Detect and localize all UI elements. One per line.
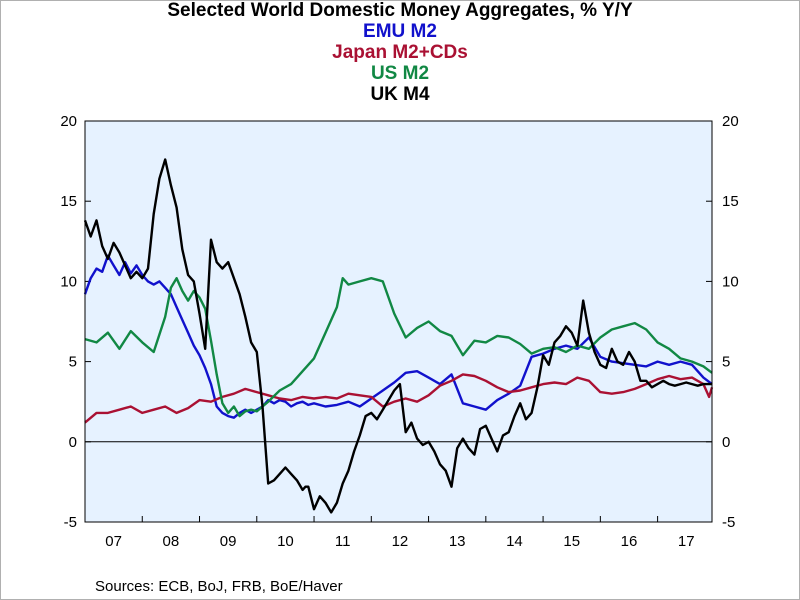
series-line-emu-m2 xyxy=(83,254,713,419)
plot-border xyxy=(84,120,713,523)
x-tick-label: 12 xyxy=(392,533,409,550)
x-tick-label: 07 xyxy=(105,533,122,550)
legend-entry-emu-m2: EMU M2 xyxy=(363,21,437,42)
sources-note: Sources: ECB, BoJ, FRB, BoE/Haver xyxy=(95,578,343,595)
y-tick-label-right: 15 xyxy=(722,193,739,210)
legend-entry-us-m2: US M2 xyxy=(370,63,430,84)
x-tick-label: 08 xyxy=(163,533,180,550)
x-tick-label: 15 xyxy=(563,533,580,550)
x-tick-label: 14 xyxy=(506,533,523,550)
legend-entry-uk-m4: UK M4 xyxy=(370,84,430,105)
chart-title: Selected World Domestic Money Aggregates… xyxy=(167,0,633,21)
series-line-uk-m4 xyxy=(83,158,712,514)
y-tick-label-right: 20 xyxy=(722,113,739,130)
y-tick-label-right: 5 xyxy=(722,354,730,371)
y-tick-label-left: 0 xyxy=(69,434,77,451)
legend-entry-japan-m2-cds: Japan M2+CDs xyxy=(332,42,468,63)
chart-titles: Selected World Domestic Money Aggregates… xyxy=(0,0,800,105)
y-tick-label-left: 10 xyxy=(60,273,77,290)
x-tick-label: 10 xyxy=(277,533,294,550)
x-tick-label: 13 xyxy=(449,533,466,550)
y-tick-label-right: 10 xyxy=(722,273,739,290)
x-tick-label: 16 xyxy=(621,533,638,550)
x-tick-label: 09 xyxy=(220,533,237,550)
x-tick-label: 17 xyxy=(678,533,695,550)
x-tick-label: 11 xyxy=(335,533,351,550)
y-tick-label-left: 20 xyxy=(60,113,77,130)
y-tick-label-right: 0 xyxy=(722,434,730,451)
y-tick-label-left: 15 xyxy=(60,193,77,210)
y-tick-label-left: 5 xyxy=(69,354,77,371)
y-tick-label-right: -5 xyxy=(722,514,735,531)
y-tick-label-left: -5 xyxy=(64,514,77,531)
series-line-japan-m2-cds xyxy=(84,373,714,424)
